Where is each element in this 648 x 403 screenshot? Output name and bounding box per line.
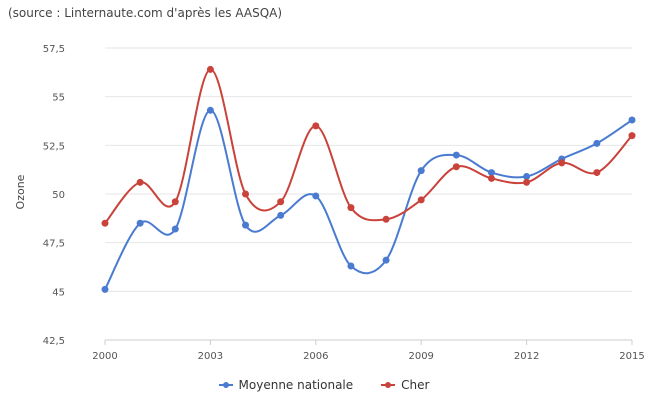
data-point[interactable] xyxy=(347,262,355,270)
data-point[interactable] xyxy=(558,159,566,167)
data-point[interactable] xyxy=(487,174,495,182)
chart-source-note: (source : Linternaute.com d'après les AA… xyxy=(8,6,283,20)
y-tick-label: 52,5 xyxy=(43,141,65,152)
grid-lines xyxy=(104,47,633,345)
x-tick-label: 2000 xyxy=(92,351,117,362)
data-point[interactable] xyxy=(487,169,495,177)
x-tick-label: 2009 xyxy=(408,351,433,362)
data-point[interactable] xyxy=(206,65,214,73)
legend-item-moyenne-nationale[interactable]: Moyenne nationale xyxy=(218,378,354,392)
legend: Moyenne nationale Cher xyxy=(0,378,648,392)
y-tick-label: 55 xyxy=(52,93,65,104)
x-tick-label: 2012 xyxy=(514,351,539,362)
data-point[interactable] xyxy=(171,198,179,206)
data-point[interactable] xyxy=(628,132,636,140)
data-point[interactable] xyxy=(523,178,531,186)
y-tick-labels: 42,5 45 47,5 50 52,5 55 57,5 xyxy=(43,44,65,347)
data-point[interactable] xyxy=(628,116,636,124)
data-point[interactable] xyxy=(136,219,144,227)
data-point[interactable] xyxy=(382,256,390,264)
data-point[interactable] xyxy=(347,204,355,212)
series-line-cher xyxy=(104,68,633,224)
data-point[interactable] xyxy=(101,285,109,293)
data-point[interactable] xyxy=(312,192,320,200)
x-tick-label: 2003 xyxy=(198,351,223,362)
data-point[interactable] xyxy=(593,169,601,177)
data-point[interactable] xyxy=(417,167,425,175)
series-layer xyxy=(101,65,636,293)
x-tick-labels: 2000 2003 2006 2009 2012 2015 xyxy=(92,351,644,362)
data-point[interactable] xyxy=(593,139,601,147)
y-tick-label: 50 xyxy=(52,190,65,201)
data-point[interactable] xyxy=(277,211,285,219)
legend-swatch xyxy=(218,380,233,390)
data-point[interactable] xyxy=(417,196,425,204)
data-point[interactable] xyxy=(312,122,320,130)
data-point[interactable] xyxy=(242,221,250,229)
data-point[interactable] xyxy=(242,190,250,198)
y-tick-label: 47,5 xyxy=(43,239,65,250)
series-line-moyenne-nationale xyxy=(104,109,633,290)
data-point[interactable] xyxy=(452,163,460,171)
legend-label: Moyenne nationale xyxy=(238,378,354,392)
series-cher xyxy=(101,65,636,227)
legend-swatch xyxy=(381,380,396,390)
data-point[interactable] xyxy=(277,198,285,206)
data-point[interactable] xyxy=(382,215,390,223)
legend-label: Cher xyxy=(401,378,430,392)
x-tick-label: 2015 xyxy=(619,351,644,362)
x-tick-label: 2006 xyxy=(303,351,328,362)
data-point[interactable] xyxy=(136,178,144,186)
y-tick-label: 42,5 xyxy=(43,336,65,347)
legend-item-cher[interactable]: Cher xyxy=(381,378,429,392)
data-point[interactable] xyxy=(206,106,214,114)
data-point[interactable] xyxy=(101,219,109,227)
series-moyenne-nationale xyxy=(101,106,636,293)
data-point[interactable] xyxy=(171,225,179,233)
data-point[interactable] xyxy=(523,172,531,180)
data-point[interactable] xyxy=(452,151,460,159)
y-tick-label: 45 xyxy=(52,287,65,298)
y-axis-label: Ozone xyxy=(14,174,27,209)
y-tick-label: 57,5 xyxy=(43,44,65,55)
